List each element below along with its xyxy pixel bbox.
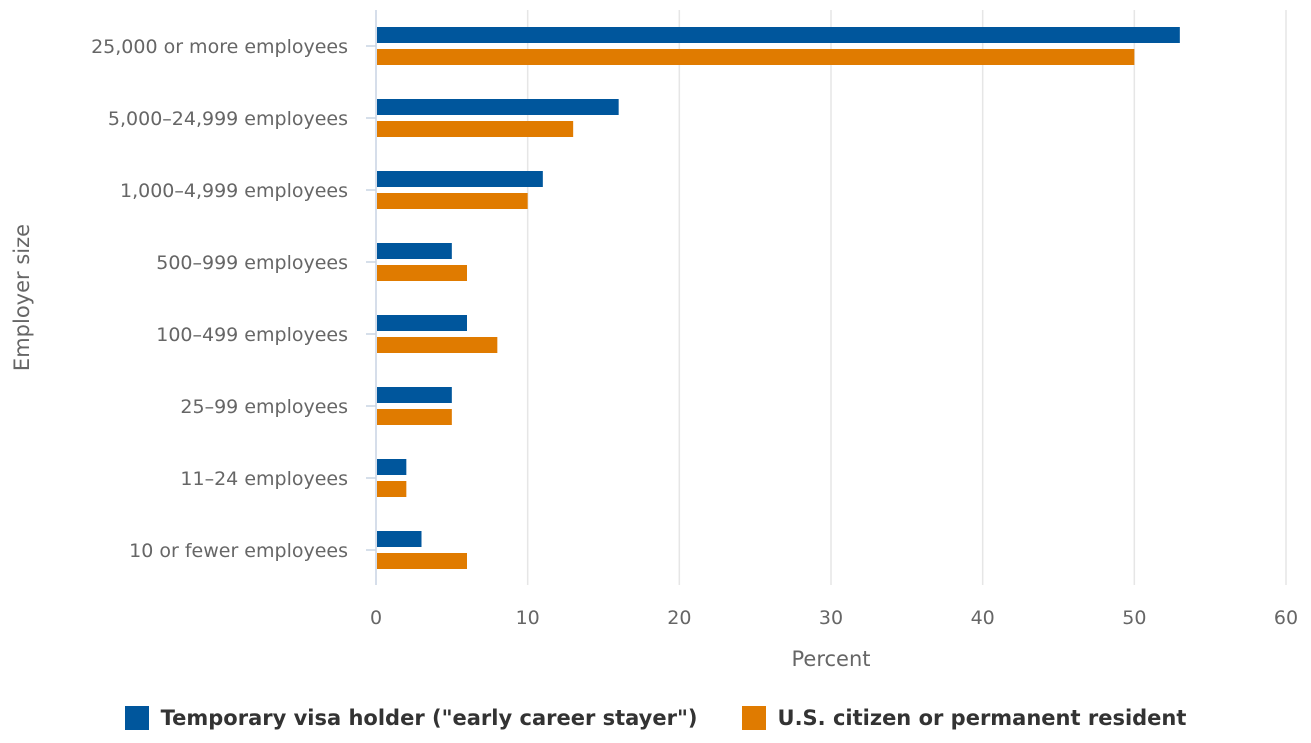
y-tick-label: 25,000 or more employees — [91, 36, 348, 58]
y-tick-label: 25–99 employees — [180, 396, 348, 418]
bar-visa-holder[interactable] — [377, 99, 619, 115]
x-tick-label: 20 — [667, 607, 691, 629]
x-tick-label: 30 — [819, 607, 843, 629]
legend-item-visa-holder[interactable]: Temporary visa holder ("early career sta… — [124, 706, 698, 730]
legend-swatch-us-citizen — [741, 706, 766, 730]
x-tick-label: 60 — [1274, 607, 1298, 629]
y-tick-label: 1,000–4,999 employees — [120, 180, 348, 202]
y-tick-label: 100–499 employees — [156, 324, 348, 346]
bar-visa-holder[interactable] — [377, 243, 452, 259]
y-tick-label: 500–999 employees — [156, 252, 348, 274]
bar-visa-holder[interactable] — [377, 459, 407, 475]
bar-visa-holder[interactable] — [377, 531, 422, 547]
bar-us-citizen[interactable] — [377, 265, 467, 281]
bar-us-citizen[interactable] — [377, 409, 452, 425]
bar-us-citizen[interactable] — [377, 553, 467, 569]
y-tick-label: 10 or fewer employees — [129, 540, 348, 562]
x-tick-label: 40 — [971, 607, 995, 629]
y-tick-label: 5,000–24,999 employees — [108, 108, 348, 130]
bar-us-citizen[interactable] — [377, 337, 498, 353]
legend-label-visa-holder: Temporary visa holder ("early career sta… — [160, 706, 698, 730]
y-tick-label: 11–24 employees — [180, 468, 348, 490]
y-axis-title: Employer size — [10, 224, 34, 371]
bar-visa-holder[interactable] — [377, 387, 452, 403]
bar-visa-holder[interactable] — [377, 171, 543, 187]
x-axis-title: Percent — [791, 647, 870, 671]
x-tick-label: 50 — [1122, 607, 1146, 629]
axes: 0 10 20 30 40 50 60 25,000 or more employees 5,0… — [91, 10, 1298, 629]
legend-swatch-visa-holder — [124, 706, 149, 730]
x-tick-label: 0 — [370, 607, 382, 629]
x-tick-label: 10 — [516, 607, 540, 629]
bar-visa-holder[interactable] — [377, 27, 1180, 43]
bar-us-citizen[interactable] — [377, 49, 1135, 65]
legend: Temporary visa holder ("early career sta… — [0, 706, 1311, 730]
bar-chart: 0 10 20 30 40 50 60 25,000 or more employees 5,0… — [10, 10, 1298, 671]
gridlines — [526, 10, 1287, 585]
legend-label-us-citizen: U.S. citizen or permanent resident — [777, 706, 1187, 730]
bar-us-citizen[interactable] — [377, 121, 574, 137]
legend-item-us-citizen[interactable]: U.S. citizen or permanent resident — [741, 706, 1187, 730]
bar-us-citizen[interactable] — [377, 193, 528, 209]
bars — [377, 27, 1180, 569]
bar-visa-holder[interactable] — [377, 315, 467, 331]
bar-us-citizen[interactable] — [377, 481, 407, 497]
